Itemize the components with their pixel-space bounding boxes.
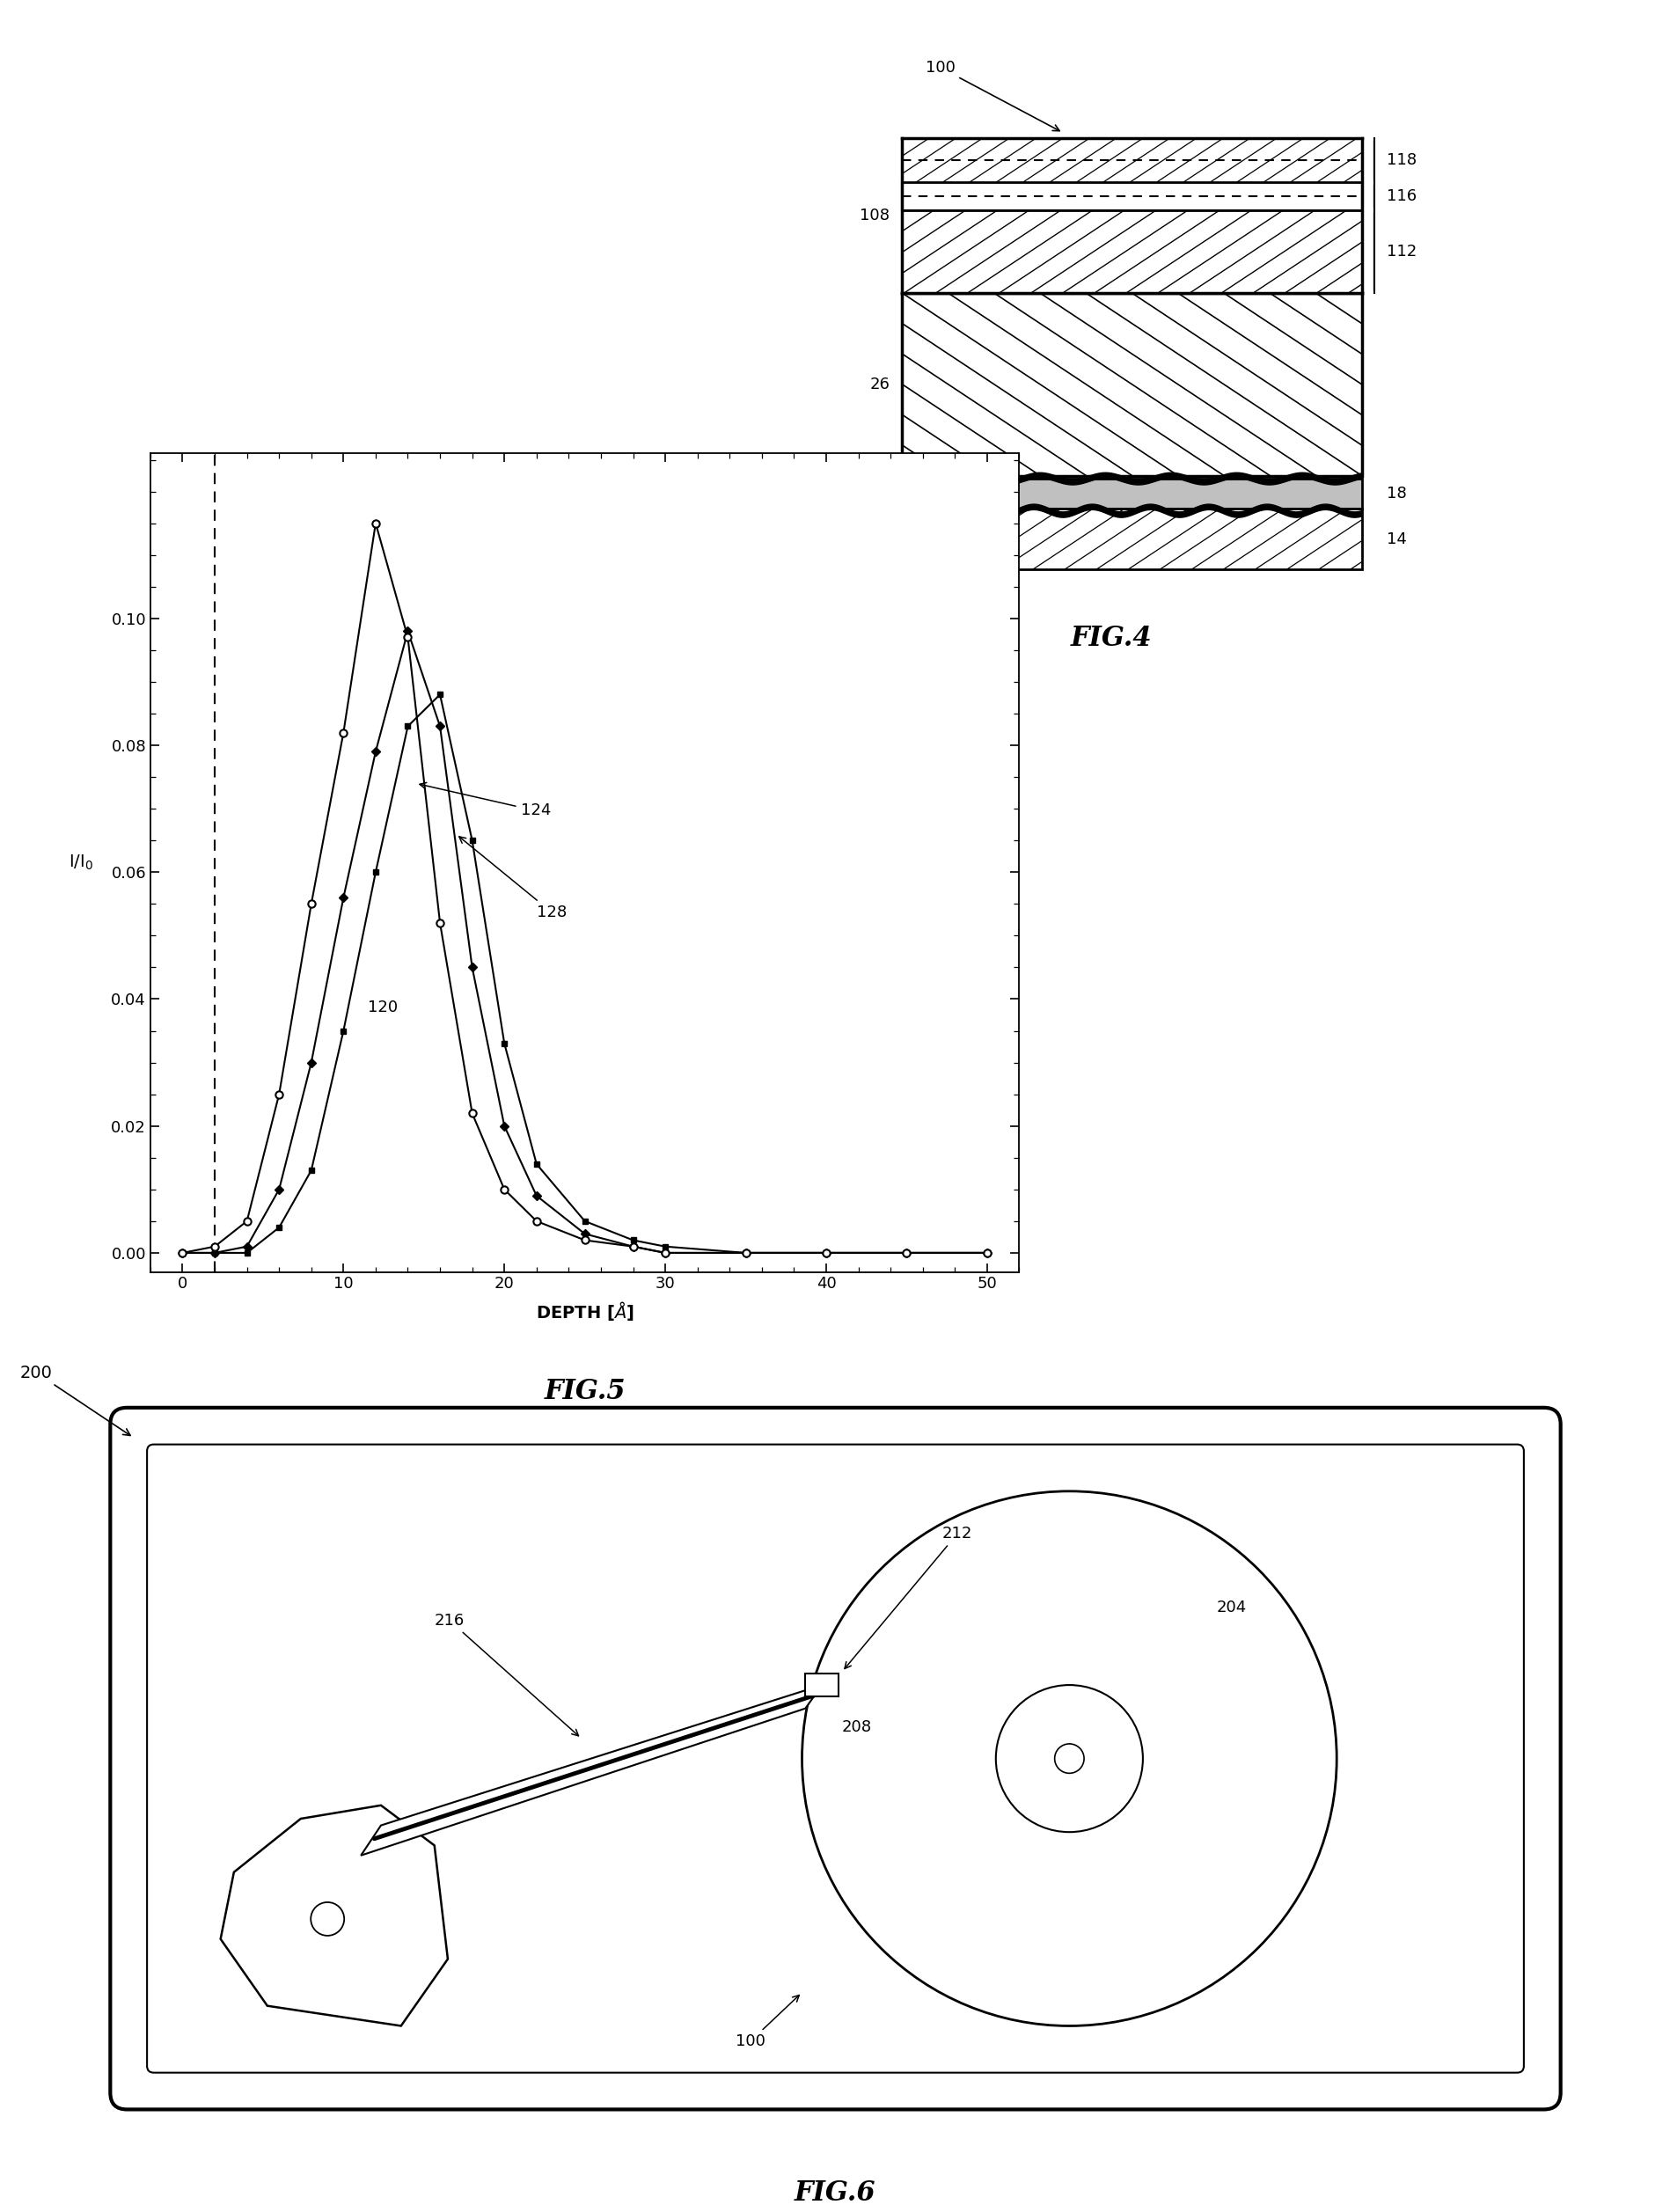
Text: 124: 124 xyxy=(419,783,551,818)
Text: FIG.6: FIG.6 xyxy=(795,2179,875,2208)
Text: 116: 116 xyxy=(1386,188,1416,204)
Text: 100: 100 xyxy=(735,1995,798,2051)
FancyBboxPatch shape xyxy=(110,1407,1560,2110)
Circle shape xyxy=(995,1686,1142,1832)
Bar xyxy=(805,1672,838,1697)
Circle shape xyxy=(311,1902,344,1936)
Bar xyxy=(902,292,1361,476)
FancyBboxPatch shape xyxy=(147,1444,1523,2073)
Text: 112: 112 xyxy=(1386,243,1416,259)
Text: 26: 26 xyxy=(868,376,890,392)
Bar xyxy=(902,210,1361,292)
Text: 208: 208 xyxy=(842,1719,872,1736)
Text: 120: 120 xyxy=(367,1000,397,1015)
Text: FIG.4: FIG.4 xyxy=(1070,624,1151,653)
Bar xyxy=(902,181,1361,210)
X-axis label: DEPTH [$\AA$]: DEPTH [$\AA$] xyxy=(536,1298,633,1323)
Bar xyxy=(902,509,1361,568)
Polygon shape xyxy=(220,1805,448,2026)
Circle shape xyxy=(1054,1743,1084,1774)
Polygon shape xyxy=(361,1686,822,1856)
Text: 100: 100 xyxy=(925,60,1059,131)
Text: 212: 212 xyxy=(845,1526,972,1668)
Text: 108: 108 xyxy=(860,208,890,223)
Text: 18: 18 xyxy=(1386,487,1406,502)
Text: FIG.5: FIG.5 xyxy=(544,1378,625,1405)
Text: 14: 14 xyxy=(1386,531,1406,546)
Text: 118: 118 xyxy=(1386,153,1416,168)
Text: 216: 216 xyxy=(434,1613,578,1736)
Text: 128: 128 xyxy=(459,836,566,920)
Circle shape xyxy=(802,1491,1336,2026)
Bar xyxy=(902,137,1361,184)
Y-axis label: I/I$_0$: I/I$_0$ xyxy=(68,854,94,872)
Bar xyxy=(902,478,1361,509)
Text: 200: 200 xyxy=(20,1365,130,1436)
Text: 204: 204 xyxy=(1216,1599,1246,1615)
